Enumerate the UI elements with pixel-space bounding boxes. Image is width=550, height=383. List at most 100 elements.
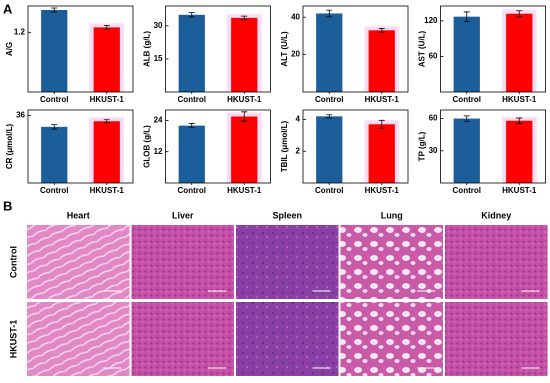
tissue-image [131, 225, 234, 299]
y-tick-label: 1.2 [14, 27, 26, 36]
y-tick-label: 30 [429, 146, 438, 155]
error-bar [241, 15, 248, 21]
y-tick-label: 40 [291, 12, 300, 21]
x-tick-label: HKUST-1 [90, 186, 125, 195]
y-axis-label: CR (μmol/L) [5, 124, 14, 170]
bar [231, 116, 258, 183]
error-bar [378, 28, 385, 33]
error-bar [326, 114, 333, 119]
y-axis-label: TP (g/L) [418, 131, 427, 161]
y-tick-label: 20 [291, 50, 300, 59]
error-bar [463, 115, 470, 122]
plot-frame [165, 5, 271, 93]
error-bar [326, 9, 333, 18]
error-bar [103, 119, 110, 124]
bar-chart: 15 30 Control HKUST-1 ALB (g/L) [143, 5, 271, 104]
bar [316, 13, 343, 92]
tissue-image [27, 225, 130, 299]
x-tick-label: HKUST-1 [227, 186, 262, 195]
bar-chart: 20 40 Control HKUST-1 ALT (U/L) [280, 5, 409, 104]
plot-frame [302, 109, 409, 184]
y-axis-label: ALB (g/L) [143, 31, 152, 67]
panel-label: A [3, 1, 13, 16]
y-axis-label: TBIL (μmol/L) [280, 120, 289, 172]
plot-frame [27, 109, 134, 184]
x-tick-label: Control [178, 186, 206, 195]
bar [41, 126, 68, 183]
x-tick-label: HKUST-1 [90, 95, 125, 104]
x-tick-label: Control [178, 95, 206, 104]
y-tick-label: 2 [296, 146, 301, 155]
plot-frame [440, 109, 546, 184]
error-bar [463, 11, 470, 22]
error-bar [51, 124, 58, 130]
error-bar [241, 111, 248, 122]
y-axis-label: GLOB (g/L) [143, 125, 152, 168]
x-tick-label: Control [40, 186, 68, 195]
tissue-image [340, 302, 443, 376]
column-header: Lung [381, 210, 403, 220]
bar-chart: 30 60 Control HKUST-1 TP (g/L) [418, 109, 546, 195]
panel-label: B [3, 198, 12, 213]
bar [41, 9, 68, 93]
bar [231, 17, 258, 92]
row-header: HKUST-1 [8, 320, 18, 359]
x-tick-label: Control [40, 95, 68, 104]
tissue-image [236, 225, 339, 299]
bar-chart: 1.2 Control HKUST-1 A/G [5, 5, 134, 104]
tissue-image [340, 225, 443, 299]
tissue-image [445, 302, 548, 376]
x-tick-label: Control [315, 186, 343, 195]
histology-grid: Heart Liver Spleen Lung Kidney Control HKUST-1 [8, 210, 548, 376]
column-header: Heart [67, 210, 90, 220]
error-bar [516, 10, 523, 18]
bar-chart: 12 24 Control HKUST-1 GLOB (g/L) [143, 109, 271, 195]
bar [93, 121, 120, 183]
column-header: Kidney [481, 210, 511, 220]
x-tick-label: Control [315, 95, 343, 104]
bar-chart: 60 120 Control HKUST-1 AST (U/L) [418, 5, 546, 104]
bar [93, 27, 120, 92]
tissue-image [236, 302, 339, 376]
chart-grid: 1.2 Control HKUST-1 A/G 15 30 Control HKUST-1 AL… [5, 5, 546, 195]
bar-chart: 36 Control HKUST-1 CR (μmol/L) [5, 109, 134, 195]
x-tick-label: HKUST-1 [502, 95, 537, 104]
tissue-image [131, 302, 234, 376]
error-bar [188, 123, 195, 129]
bar [453, 16, 480, 93]
error-bar [516, 117, 523, 124]
y-axis-label: A/G [5, 42, 14, 56]
column-header: Spleen [272, 210, 302, 220]
bar [316, 116, 343, 183]
x-tick-label: HKUST-1 [365, 186, 400, 195]
error-bar [51, 7, 58, 13]
x-tick-label: Control [453, 95, 481, 104]
bar [506, 13, 533, 93]
plot-frame [302, 5, 409, 93]
x-tick-label: HKUST-1 [365, 95, 400, 104]
y-tick-label: 120 [424, 16, 438, 25]
row-header: Control [8, 246, 18, 278]
y-tick-label: 4 [296, 115, 301, 124]
column-header: Liver [172, 210, 194, 220]
bar [506, 120, 533, 183]
y-axis-label: ALT (U/L) [280, 31, 289, 67]
error-bar [103, 24, 110, 30]
bar [368, 124, 395, 183]
plot-frame [440, 5, 546, 93]
tissue-image [445, 225, 548, 299]
x-tick-label: HKUST-1 [502, 186, 537, 195]
bar [178, 14, 205, 93]
error-bar [378, 119, 385, 129]
plot-frame [27, 5, 134, 93]
y-tick-label: 24 [154, 116, 163, 125]
bar [178, 125, 205, 183]
y-tick-label: 60 [429, 114, 438, 123]
plot-frame [165, 109, 271, 184]
x-tick-label: Control [453, 186, 481, 195]
y-tick-label: 12 [154, 147, 163, 156]
y-tick-label: 36 [16, 111, 25, 120]
y-tick-label: 30 [154, 21, 163, 30]
y-tick-label: 15 [154, 54, 163, 63]
